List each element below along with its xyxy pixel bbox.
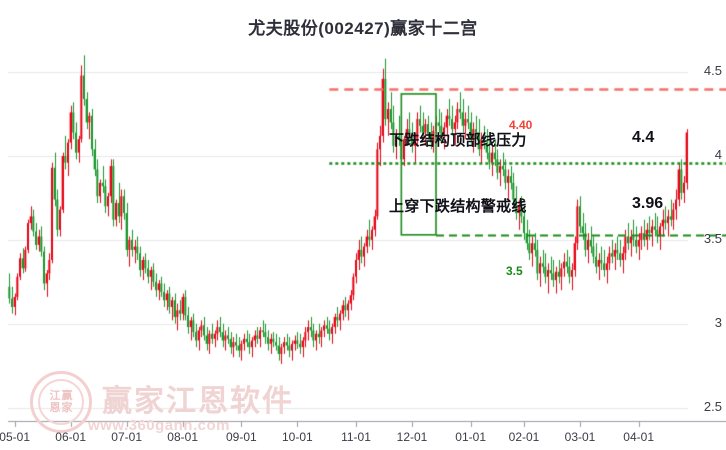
- stock-chart-app: 尤夫股份(002427)赢家十二宫 江 赢 恩 家 赢家江恩软件 www.360…: [0, 0, 726, 450]
- candlestick-chart-canvas[interactable]: [0, 0, 726, 450]
